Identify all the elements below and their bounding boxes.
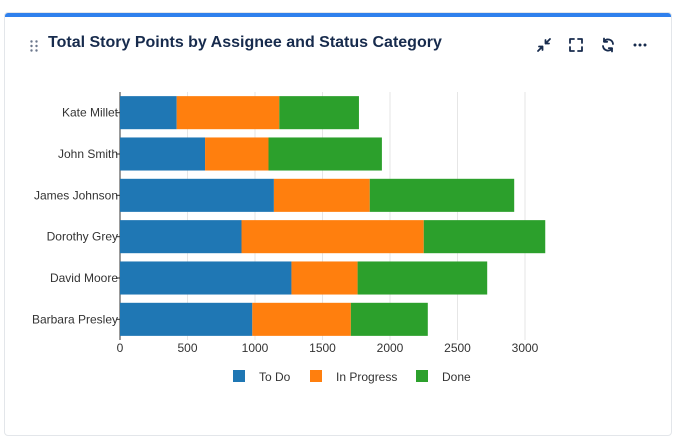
bar-done[interactable] xyxy=(268,137,382,171)
bar-done[interactable] xyxy=(357,261,488,295)
bar-done[interactable] xyxy=(423,220,546,254)
more-button[interactable] xyxy=(630,35,650,55)
bar-in-progress[interactable] xyxy=(252,302,351,336)
bar-in-progress[interactable] xyxy=(205,137,269,171)
fullscreen-icon xyxy=(569,38,583,52)
legend-label[interactable]: In Progress xyxy=(336,370,397,384)
bar-done[interactable] xyxy=(279,96,359,130)
legend-swatch[interactable] xyxy=(310,370,322,382)
legend-swatch[interactable] xyxy=(233,370,245,382)
legend-label[interactable]: Done xyxy=(442,370,471,384)
y-category-label: James Johnson xyxy=(34,188,118,202)
bar-in-progress[interactable] xyxy=(291,261,358,295)
refresh-icon xyxy=(602,37,614,53)
bar-to-do[interactable] xyxy=(120,96,177,130)
x-tick-label: 2500 xyxy=(444,341,471,355)
y-category-label: David Moore xyxy=(50,271,118,285)
x-tick-label: 1000 xyxy=(242,341,269,355)
drag-handle-icon[interactable] xyxy=(30,39,38,52)
bar-to-do[interactable] xyxy=(120,137,206,171)
y-category-label: Kate Millet xyxy=(62,106,119,120)
x-tick-label: 1500 xyxy=(309,341,336,355)
fullscreen-button[interactable] xyxy=(566,35,586,55)
legend-swatch[interactable] xyxy=(416,370,428,382)
card-accent-bar xyxy=(5,13,671,17)
more-horizontal-icon xyxy=(633,43,647,47)
refresh-button[interactable] xyxy=(598,35,618,55)
y-category-label: Barbara Presley xyxy=(32,312,118,326)
y-category-label: Dorothy Grey xyxy=(47,230,118,244)
chart-title: Total Story Points by Assignee and Statu… xyxy=(48,34,442,51)
bar-to-do[interactable] xyxy=(120,220,242,254)
bar-to-do[interactable] xyxy=(120,302,253,336)
x-tick-label: 0 xyxy=(117,341,124,355)
x-tick-label: 500 xyxy=(177,341,197,355)
collapse-button[interactable] xyxy=(534,35,554,55)
bar-to-do[interactable] xyxy=(120,261,292,295)
bar-to-do[interactable] xyxy=(120,178,274,212)
x-tick-label: 2000 xyxy=(377,341,404,355)
bar-done[interactable] xyxy=(369,178,515,212)
bar-done[interactable] xyxy=(350,302,428,336)
y-category-label: John Smith xyxy=(58,147,118,161)
x-tick-label: 3000 xyxy=(512,341,539,355)
collapse-arrows-icon xyxy=(537,38,551,52)
legend-label[interactable]: To Do xyxy=(259,370,291,384)
bar-in-progress[interactable] xyxy=(241,220,424,254)
bar-in-progress[interactable] xyxy=(176,96,280,130)
bar-in-progress[interactable] xyxy=(273,178,370,212)
